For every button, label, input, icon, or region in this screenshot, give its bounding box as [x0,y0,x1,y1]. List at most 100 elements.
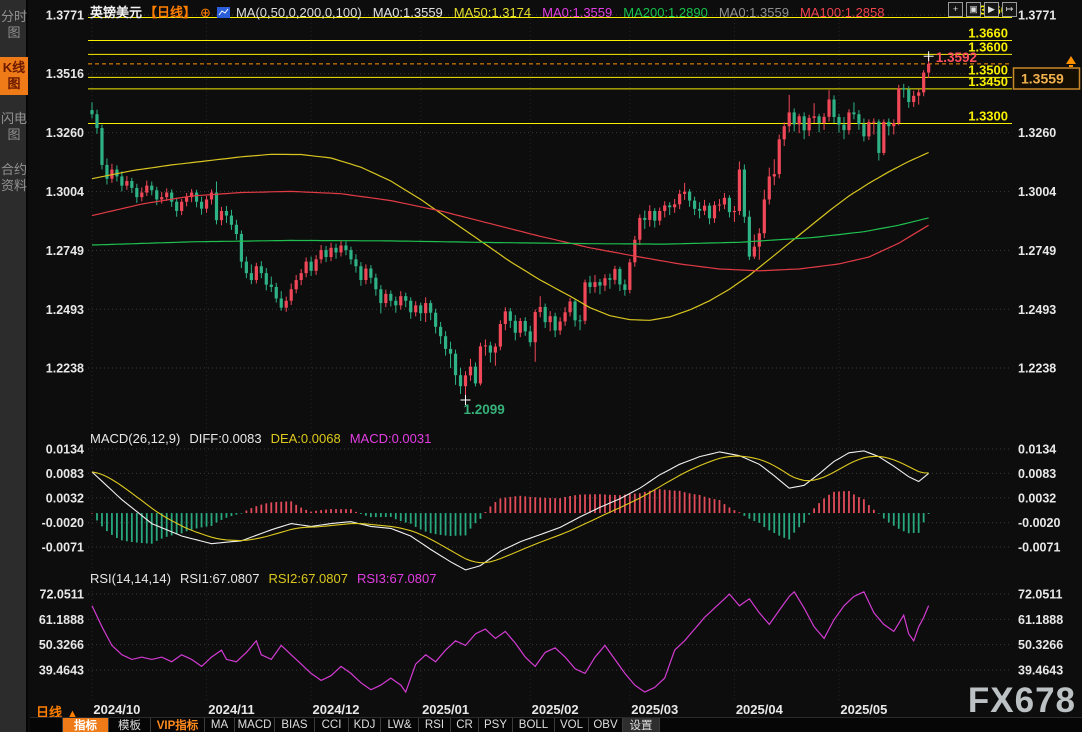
sidebar-tab-item[interactable]: 分时图 [0,6,28,44]
macd-histogram-bar [131,513,133,542]
candle-body [514,321,517,333]
toolbar-tab-LW&[interactable]: LW& [380,718,418,732]
candle-body [419,305,422,313]
toolbar-tab-KDJ[interactable]: KDJ [348,718,380,732]
candle-body [753,247,756,257]
macd-histogram-bar [325,510,327,514]
axis-label: 1.2749 [1018,244,1056,258]
macd-histogram-bar [823,498,825,513]
macd-histogram-bar [350,509,352,513]
toolbar-tab-BOLL[interactable]: BOLL [512,718,554,732]
macd-histogram-bar [450,513,452,536]
toolbar-tab-CR[interactable]: CR [450,718,478,732]
macd-histogram-bar [679,491,681,513]
toolbar-tab-RSI[interactable]: RSI [418,718,450,732]
toolbar-tab-BIAS[interactable]: BIAS [274,718,314,732]
rsi1-value: RSI1:67.0807 [180,571,260,586]
macd-histogram-bar [584,494,586,513]
popout-icon[interactable]: ↦ [1002,2,1017,17]
candle-body [125,181,128,186]
candle-body [95,114,98,128]
indicator-window-icon[interactable]: ▶ [984,2,999,17]
macd-histogram-bar [898,513,900,529]
macd-histogram-bar [206,513,208,526]
macd-header: MACD(26,12,9)DIFF:0.0083DEA:0.0068MACD:0… [90,431,431,446]
toolbar-tab-OBV[interactable]: OBV [588,718,622,732]
macd-histogram-bar [440,513,442,535]
toolbar-tab-MACD[interactable]: MACD [234,718,274,732]
axis-label: 72.0511 [40,588,85,602]
macd-histogram-bar [355,512,357,513]
macd-histogram-bar [211,513,213,526]
macd-histogram-bar [768,513,770,530]
macd-histogram-bar [813,508,815,513]
macd-histogram-bar [490,506,492,513]
price-chart[interactable]: 1.37601.36601.36001.35001.34501.33001.37… [0,0,1082,732]
circle-plus-icon[interactable]: ⊕ [200,5,211,20]
toolbar-spacer [30,718,62,732]
macd-histogram-bar [848,491,850,513]
macd-histogram-bar [166,513,168,537]
macd-histogram-bar [330,509,332,513]
toolbar-tab-MA[interactable]: MA [204,718,234,732]
macd-histogram-bar [549,498,551,513]
macd-histogram-bar [151,513,153,544]
candle-body [564,312,567,321]
toolbar-tab-指标[interactable]: 指标 [62,718,108,732]
macd-histogram-bar [514,496,516,513]
candle-body [459,375,462,386]
macd-histogram-bar [858,497,860,513]
macd-histogram-bar [734,510,736,513]
macd-histogram-bar [504,498,506,513]
macd-histogram-bar [216,513,218,523]
candle-body [803,116,806,130]
rsi2-value: RSI2:67.0807 [268,571,348,586]
indicator-toolbar: 指标模板VIP指标MAMACDBIASCCIKDJLW&RSICRPSYBOLL… [30,717,1082,732]
candle-body [723,198,726,205]
candle-body [359,266,362,280]
macd-histogram-bar [201,513,203,527]
toolbar-tab-CCI[interactable]: CCI [314,718,348,732]
macd-histogram-bar [519,496,521,513]
pane-layout-icon[interactable]: ▣ [966,2,981,17]
macd-histogram-bar [494,502,496,513]
sidebar-tab-item[interactable]: 闪电图 [0,108,28,146]
candle-body [235,225,238,234]
symbol-name: 英镑美元 [90,5,142,20]
candle-body [837,117,840,125]
macd-histogram-bar [599,494,601,513]
sidebar-tab-item[interactable]: 合约资料 [0,159,28,197]
candle-body [145,186,148,193]
candle-body [638,218,641,240]
candle-body [544,307,547,322]
macd-histogram-bar [609,495,611,513]
ma-value: MA100:1.2858 [800,5,885,20]
macd-histogram-bar [345,509,347,513]
mini-chart-icon[interactable] [217,6,230,21]
macd-histogram-bar [763,513,765,527]
macd-histogram-bar [714,499,716,513]
macd-histogram-bar [385,513,387,517]
ma-values: MA0:1.3559MA50:1.3174MA0:1.3559MA200:1.2… [362,5,885,20]
toolbar-tab-模板[interactable]: 模板 [108,718,150,732]
macd-histogram-bar [758,513,760,523]
macd-histogram-bar [908,513,910,533]
axis-label: 39.4643 [1018,664,1063,678]
toolbar-tab-设置[interactable]: 设置 [622,718,660,732]
move-icon[interactable]: + [948,2,963,17]
candle-body [882,122,885,153]
macd-histogram-bar [226,513,228,518]
macd-histogram-bar [903,513,905,531]
macd-histogram-bar [773,513,775,533]
candle-body [663,205,666,211]
macd-histogram-bar [96,513,98,520]
macd-histogram-bar [709,498,711,513]
macd-histogram-bar [470,513,472,529]
sidebar-tab-active[interactable]: K线图 [0,57,28,95]
candle-body [733,211,736,212]
macd-histogram-bar [275,502,277,513]
toolbar-tab-PSY[interactable]: PSY [478,718,512,732]
toolbar-tab-VIP指标[interactable]: VIP指标 [150,718,204,732]
price-level-label: 1.3660 [968,26,1008,41]
toolbar-tab-VOL[interactable]: VOL [554,718,588,732]
